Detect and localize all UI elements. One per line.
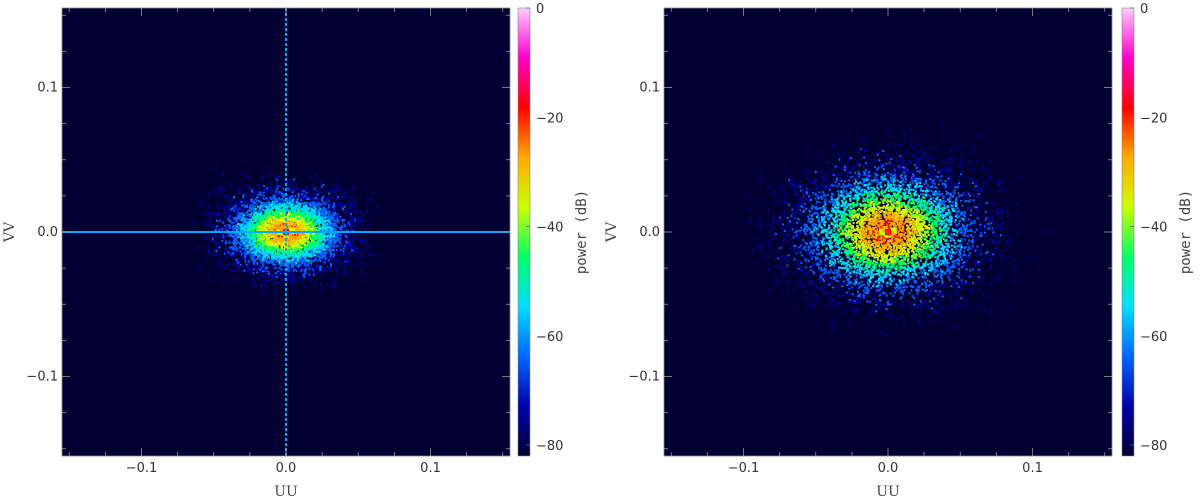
colorbar-title: power (dB) [574, 190, 590, 274]
y-tick-label: −0.1 [26, 370, 58, 385]
colorbar-tick-label: −60 [1140, 330, 1167, 345]
y-tick-label: 0.1 [639, 80, 660, 95]
x-tick-label: 0.0 [276, 461, 297, 476]
peak-marker [885, 229, 891, 235]
colorbar-title: power (dB) [1178, 190, 1194, 274]
colorbar-tick-label: −60 [536, 330, 563, 345]
colorbar-tick-label: −40 [536, 221, 563, 236]
colorbar-tick-label: −80 [1140, 439, 1167, 454]
colorbar: 0 −20 −40 −60 −80 power (dB) [1121, 2, 1194, 457]
colorbar: 0 −20 −40 −60 −80 power (dB) [517, 2, 590, 457]
colorbar-tick-label: −20 [1140, 111, 1167, 126]
panel-2: −0.1 0.0 0.1 −0.1 0.0 0.1 UU VV 0 −20 −40 −60 −80 pow… [604, 2, 1194, 499]
y-tick-label: 0.1 [37, 80, 58, 95]
heatmap-cells [193, 173, 379, 293]
colorbar-tick-label: −40 [1140, 221, 1167, 236]
colorbar-gradient [517, 7, 531, 457]
x-tick-label: −0.1 [126, 461, 158, 476]
axes: −0.1 0.0 0.1 −0.1 0.0 0.1 [628, 7, 1113, 476]
panel-1: −0.1 0.0 0.1 −0.1 0.0 0.1 UU VV 0 −20 −40 −60 −80 pow… [2, 2, 590, 499]
heatmap-cells [745, 123, 1046, 336]
y-tick-label: 0.0 [639, 225, 660, 240]
y-tick-label: 0.0 [37, 225, 58, 240]
y-axis-title: VV [604, 221, 620, 243]
y-axis-title: VV [2, 221, 18, 243]
colorbar-tick-label: 0 [536, 2, 544, 17]
x-tick-label: 0.1 [1022, 461, 1043, 476]
colorbar-tick-label: −80 [536, 439, 563, 454]
x-tick-label: 0.1 [420, 461, 441, 476]
x-tick-label: −0.1 [728, 461, 760, 476]
axes: −0.1 0.0 0.1 −0.1 0.0 0.1 [26, 7, 511, 476]
x-axis-title: UU [274, 484, 298, 499]
colorbar-tick-label: −20 [536, 111, 563, 126]
colorbar-tick-label: 0 [1140, 2, 1148, 17]
x-axis-title: UU [876, 484, 900, 499]
y-tick-label: −0.1 [628, 370, 660, 385]
colorbar-gradient [1121, 7, 1135, 457]
x-tick-label: 0.0 [878, 461, 899, 476]
